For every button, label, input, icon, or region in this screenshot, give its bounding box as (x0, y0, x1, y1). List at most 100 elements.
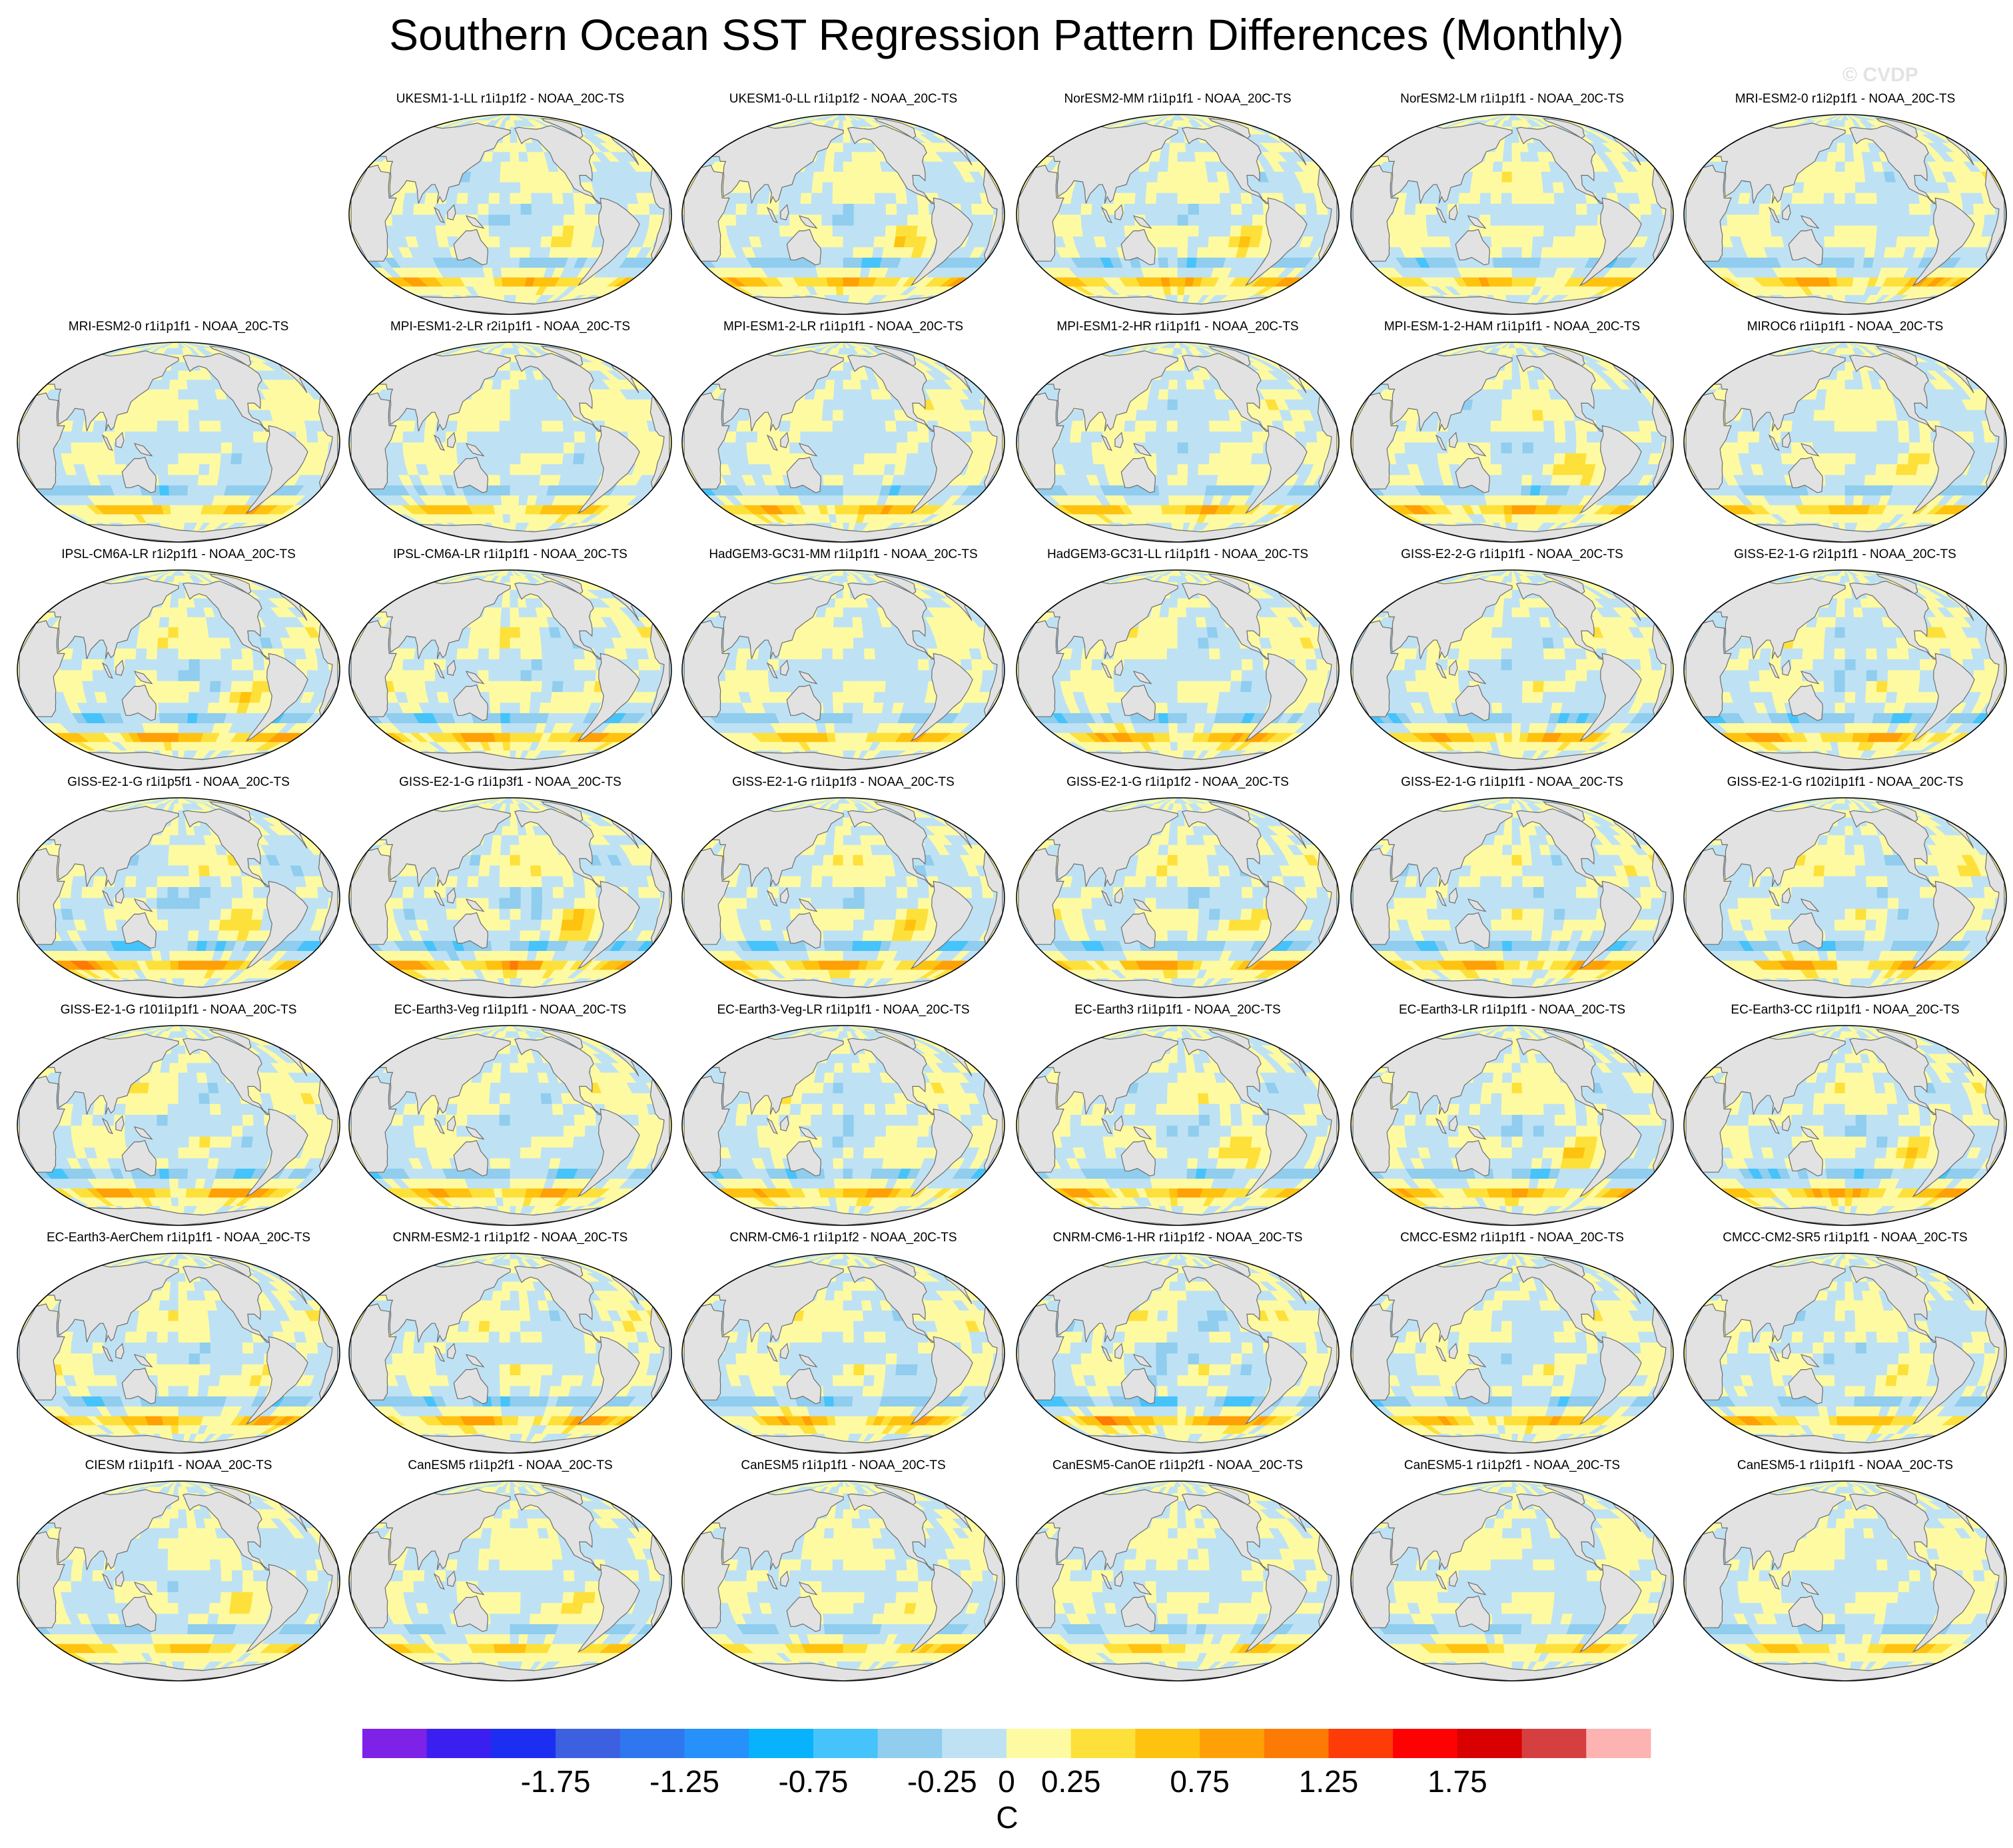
field-cell (542, 442, 554, 454)
field-cell (1230, 192, 1242, 204)
field-cell (499, 192, 511, 204)
field-cell (1166, 203, 1178, 215)
field-cell (510, 203, 522, 215)
field-cell (478, 181, 490, 193)
field-cell (520, 224, 532, 237)
field-cell (1113, 192, 1126, 204)
field-cell (169, 495, 179, 505)
field-cell (801, 409, 813, 421)
field-cell (1887, 214, 1900, 226)
field-cell (853, 246, 864, 258)
field-cell (1167, 171, 1178, 182)
map-border (348, 114, 672, 315)
field-cell (501, 504, 511, 515)
field-cell (424, 214, 436, 226)
field-cell (1198, 203, 1210, 215)
field-cell (93, 452, 106, 465)
field-cell (1404, 203, 1417, 215)
field-cell (883, 409, 897, 421)
field-cell (424, 420, 438, 432)
field-cell (520, 442, 532, 454)
field-cell (446, 192, 458, 204)
field-cell (1218, 236, 1231, 248)
field-cell (500, 267, 511, 278)
field-cell (1502, 267, 1513, 278)
field-cell (1886, 192, 1899, 204)
field-cell (178, 495, 189, 505)
panel-map (1350, 114, 1674, 315)
field-cell (563, 214, 576, 226)
field-cell (520, 452, 532, 465)
field-cell (1791, 203, 1803, 215)
map-panel: MRI-ESM2-0 r1i2p1f1 - NOAA_20C-TS (1679, 92, 2012, 317)
field-cell (187, 485, 199, 496)
field-cell (541, 224, 554, 237)
field-cell (1198, 236, 1210, 248)
field-cell (833, 151, 844, 162)
field-cell (1493, 267, 1504, 278)
field-cell (306, 431, 319, 443)
field-cell (825, 267, 835, 278)
field-cell (874, 224, 887, 237)
field-cell (242, 442, 254, 454)
field-cell (413, 442, 426, 454)
field-cell (520, 192, 532, 204)
field-cell (896, 214, 909, 226)
map-panel: MRI-ESM2-0 r1i1p1f1 - NOAA_20C-TS (12, 320, 345, 545)
field-cell (552, 224, 564, 237)
field-cell (843, 171, 854, 182)
field-cell (135, 420, 148, 432)
field-cell (520, 420, 532, 432)
field-cell (573, 452, 586, 465)
field-cell (220, 452, 232, 465)
field-cell (531, 420, 543, 432)
field-cell (1532, 181, 1544, 193)
field-cell (178, 420, 190, 432)
field-cell (1553, 192, 1566, 204)
field-cell (873, 236, 886, 248)
field-cell (833, 399, 844, 410)
field-cell (832, 420, 844, 432)
field-cell (917, 442, 930, 454)
land-mass (350, 164, 397, 262)
field-cell (550, 236, 564, 248)
field-cell (500, 389, 511, 400)
field-cell (402, 442, 415, 454)
field-cell (1177, 151, 1188, 162)
field-cell (531, 192, 543, 204)
land-mass (514, 125, 603, 204)
field-cell (1749, 224, 1762, 237)
field-cell (833, 161, 844, 172)
field-cell (136, 409, 149, 421)
field-cell (1532, 236, 1544, 248)
field-cell (885, 203, 898, 215)
field-cell (178, 409, 190, 421)
field-cell (832, 463, 844, 475)
field-cell (540, 463, 553, 475)
field-cell (822, 409, 834, 421)
field-cell (81, 442, 94, 454)
field-cell (492, 267, 502, 278)
field-cell (188, 399, 199, 410)
field-cell (501, 276, 511, 287)
field-cell (317, 442, 330, 454)
field-cell (82, 452, 95, 465)
field-cell (1491, 171, 1503, 182)
field-cell (1565, 214, 1577, 226)
field-cell (467, 420, 480, 432)
field-cell (863, 181, 875, 193)
field-cell (1531, 171, 1543, 182)
field-cell (1469, 192, 1481, 204)
field-cell (403, 420, 416, 432)
field-cell (1177, 171, 1188, 182)
field-cell (747, 224, 760, 237)
field-cell (158, 474, 169, 485)
field-cell (971, 214, 984, 226)
field-cell (917, 431, 930, 443)
field-cell (478, 431, 490, 443)
field-cell (492, 379, 502, 390)
field-cell (499, 203, 511, 215)
field-cell (1157, 171, 1168, 182)
field-cell (1230, 203, 1243, 215)
field-cell (768, 452, 781, 465)
